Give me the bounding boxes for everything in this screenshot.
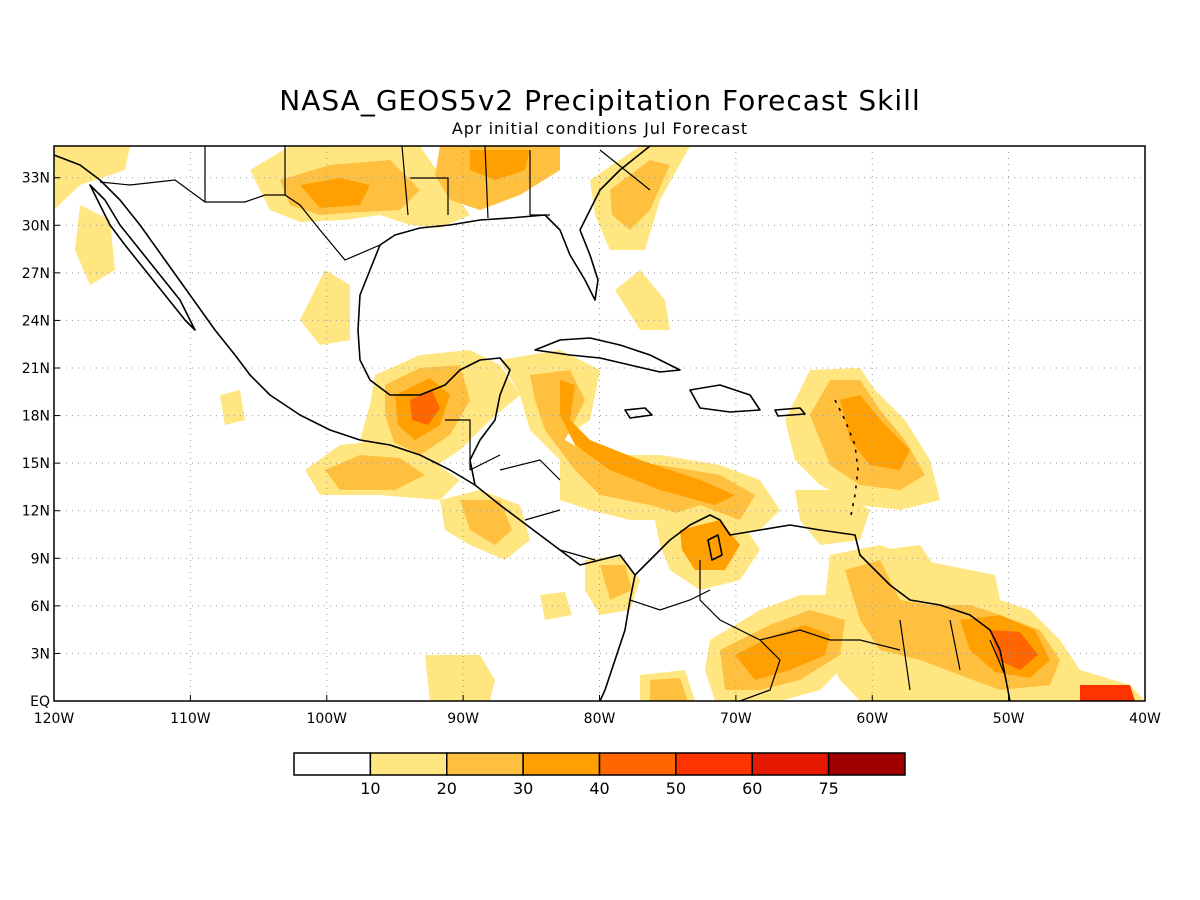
lon-tick-label: 90W [447, 711, 479, 727]
lon-tick-label: 40W [1129, 711, 1161, 727]
lon-tick-label: 70W [720, 711, 752, 727]
coastline-gulf [357, 244, 511, 486]
colorbar-label: 10 [360, 779, 380, 798]
coastline-texas-florida [379, 146, 651, 301]
lat-tick-label: 27N [22, 266, 50, 282]
skill-patch-caribbean-core [560, 380, 735, 505]
skill-patch-mexico-west [220, 390, 245, 425]
coastlines [54, 146, 1011, 701]
longitude-ticks: 120W 110W 100W 90W 80W 70W 60W 50W 40W [34, 695, 1161, 727]
lat-tick-label: 3N [31, 646, 50, 662]
lon-tick-label: 80W [584, 711, 616, 727]
colorbar-swatch [522, 752, 601, 776]
coastline-jamaica [624, 407, 653, 419]
lon-tick-label: 50W [993, 711, 1025, 727]
border-us-states [204, 146, 651, 219]
skill-patch-nw-mexico [54, 146, 130, 210]
colorbar-label: 75 [818, 779, 838, 798]
borders [99, 146, 1006, 701]
skill-patch-antilles-core [840, 395, 910, 470]
coastline-cuba [534, 337, 681, 373]
colorbar-swatch [675, 752, 753, 776]
skill-patch-honduras-core [460, 500, 512, 545]
lat-tick-label: 12N [22, 504, 50, 520]
skill-patch-antilles-south [795, 490, 870, 545]
colorbar-swatch [598, 752, 677, 776]
lon-tick-label: 100W [306, 711, 347, 727]
colorbar-swatch [446, 752, 524, 776]
coastline-lesser-antilles [834, 399, 859, 521]
lon-tick-label: 120W [34, 711, 75, 727]
skill-patch-mexico-central [300, 270, 350, 345]
coastline-south-america [634, 514, 1011, 701]
lat-tick-label: 21N [22, 361, 50, 377]
colorbar-swatch [827, 752, 906, 776]
coastline-maracaibo [707, 534, 723, 561]
map-subtitle: Apr initial conditions Jul Forecast [451, 119, 749, 138]
colorbar-label: 20 [437, 779, 457, 798]
skill-patch-texas-inner [300, 178, 370, 208]
skill-patch-para-peak [1080, 685, 1135, 701]
lat-tick-label: 24N [22, 313, 50, 329]
map-title: NASA_GEOS5v2 Precipitation Forecast Skil… [279, 84, 921, 117]
lat-tick-label: EQ [30, 694, 50, 710]
coastline-puerto-rico [774, 407, 806, 417]
colorbar-swatch [751, 752, 830, 776]
skill-patch-orinoco-core [735, 625, 830, 680]
coastline-hispaniola [689, 384, 761, 413]
skill-patch-pacific-eq [425, 655, 495, 701]
colorbar-label: 30 [513, 779, 533, 798]
skill-patch-pacific-mexico-core [325, 455, 425, 490]
skill-patch-colombia-south-core [650, 678, 688, 701]
lat-tick-label: 18N [22, 409, 50, 425]
graticule [54, 146, 1145, 701]
border-us-mexico [99, 179, 381, 261]
border-central-america [445, 419, 596, 561]
skill-patch-bahamas [615, 270, 670, 330]
colorbar-label: 50 [666, 779, 686, 798]
skill-patch-galapagos [540, 592, 572, 620]
skill-patch-east-atlantic [880, 545, 995, 590]
skill-patch-campeche-peak [410, 390, 440, 425]
colorbar: 10 20 30 40 50 60 75 [293, 752, 906, 798]
lat-tick-label: 15N [22, 456, 50, 472]
coastline-baja [89, 184, 196, 331]
lat-tick-label: 30N [22, 218, 50, 234]
skill-contours [54, 146, 1145, 701]
colorbar-swatch [293, 752, 372, 776]
colorbar-label: 40 [589, 779, 609, 798]
lon-tick-label: 60W [856, 711, 888, 727]
lon-tick-label: 110W [170, 711, 211, 727]
colorbar-label: 60 [742, 779, 762, 798]
skill-patch-venezuela-core [680, 520, 740, 570]
colorbar-swatch [369, 752, 448, 776]
lat-tick-label: 33N [22, 171, 50, 187]
skill-patch-panama-core [600, 565, 632, 600]
lat-tick-label: 9N [31, 551, 50, 567]
lat-tick-label: 6N [31, 599, 50, 615]
border-south-america [629, 560, 1006, 701]
latitude-ticks: EQ 3N 6N 9N 12N 15N 18N 21N 24N 27N 30N 33N [22, 171, 60, 710]
